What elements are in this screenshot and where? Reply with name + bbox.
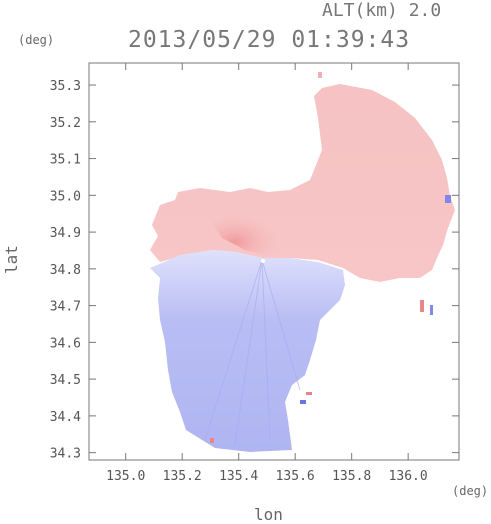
x-axis-label: lon (254, 505, 283, 524)
y-tick-label: 34.9 (50, 226, 81, 241)
y-tick-label: 34.8 (50, 263, 81, 278)
y-tick-label: 35.1 (50, 153, 81, 168)
y-tick-label: 35.3 (50, 79, 81, 94)
radar-site-marker (261, 259, 265, 263)
x-tick-label: 135.0 (106, 469, 145, 484)
y-tick-label: 35.0 (50, 189, 81, 204)
x-tick-label: 135.4 (219, 469, 258, 484)
echo-speck (430, 305, 433, 315)
y-tick-label: 34.5 (50, 373, 81, 388)
strong-receding-core (210, 192, 310, 256)
y-tick-label: 34.3 (50, 447, 81, 462)
echo-speck (300, 400, 306, 404)
approaching-velocity-region (150, 250, 345, 452)
velocity-field (150, 72, 455, 452)
x-tick-label: 135.2 (163, 469, 202, 484)
y-tick-label: 34.4 (50, 410, 81, 425)
x-tick-label: 135.8 (332, 469, 371, 484)
receding-velocity-region (150, 84, 455, 282)
y-tick-label: 34.7 (50, 300, 81, 315)
echo-speck (210, 438, 214, 443)
altitude-label: ALT(km) 2.0 (322, 0, 442, 21)
x-tick-label: 135.6 (276, 469, 315, 484)
x-unit-label: (deg) (452, 484, 489, 498)
radial-streaks (204, 259, 301, 446)
x-tick-label: 136.0 (389, 469, 428, 484)
timestamp-title: 2013/05/29 01:39:43 (128, 27, 411, 53)
echo-speck (318, 72, 322, 78)
axis-ticks: 135.0 135.2 135.4 135.6 135.8 136.0 34.3 34.4 34… (50, 63, 459, 484)
echo-speck (306, 392, 312, 395)
y-tick-label: 34.6 (50, 336, 81, 351)
y-unit-label: (deg) (18, 33, 55, 47)
echo-speck (420, 300, 424, 312)
y-tick-label: 35.2 (50, 116, 81, 131)
echo-speck (445, 195, 451, 203)
plot-frame (88, 62, 460, 461)
